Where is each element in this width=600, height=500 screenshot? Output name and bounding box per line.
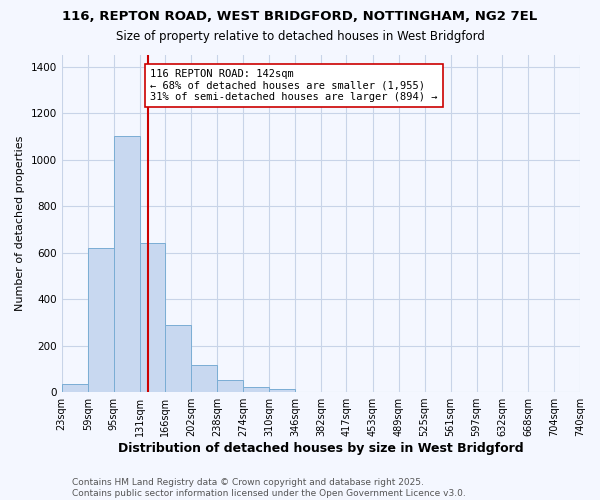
Text: 116 REPTON ROAD: 142sqm
← 68% of detached houses are smaller (1,955)
31% of semi: 116 REPTON ROAD: 142sqm ← 68% of detache…	[150, 69, 437, 102]
Bar	[191, 366, 217, 392]
Text: Size of property relative to detached houses in West Bridgford: Size of property relative to detached ho…	[116, 30, 484, 43]
Bar	[62, 384, 88, 392]
Text: Contains HM Land Registry data © Crown copyright and database right 2025.
Contai: Contains HM Land Registry data © Crown c…	[72, 478, 466, 498]
Bar	[165, 324, 191, 392]
Bar	[114, 136, 140, 392]
Bar	[269, 388, 295, 392]
Bar	[140, 244, 165, 392]
Y-axis label: Number of detached properties: Number of detached properties	[15, 136, 25, 311]
X-axis label: Distribution of detached houses by size in West Bridgford: Distribution of detached houses by size …	[118, 442, 524, 455]
Bar	[88, 248, 114, 392]
Bar	[217, 380, 243, 392]
Text: 116, REPTON ROAD, WEST BRIDGFORD, NOTTINGHAM, NG2 7EL: 116, REPTON ROAD, WEST BRIDGFORD, NOTTIN…	[62, 10, 538, 23]
Bar	[243, 388, 269, 392]
